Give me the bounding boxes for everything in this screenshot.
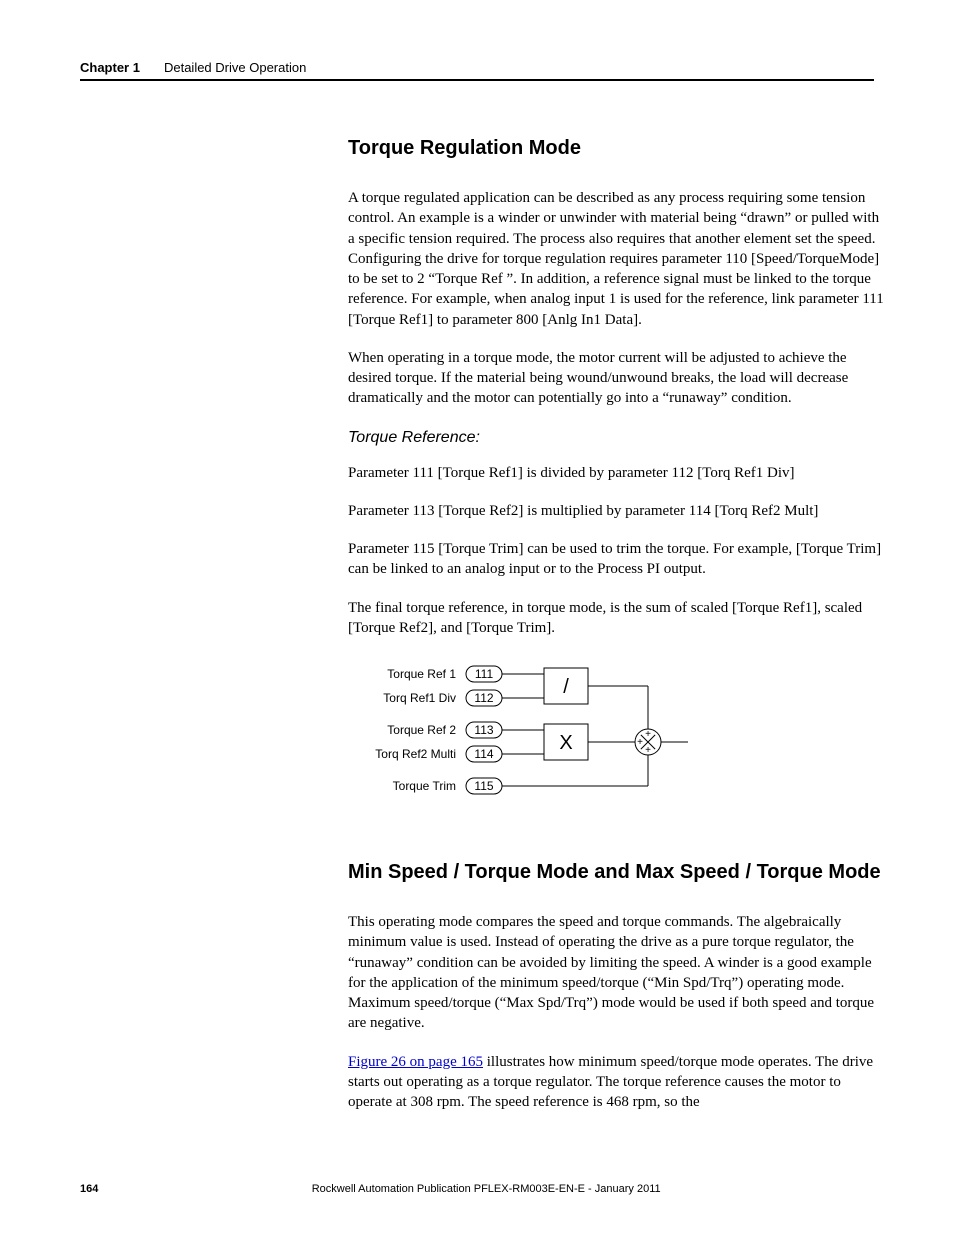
svg-text:+: + [645,745,651,756]
body-paragraph: Parameter 111 [Torque Ref1] is divided b… [348,463,884,483]
main-content: Torque Regulation Mode A torque regulate… [348,137,884,1112]
body-paragraph: Parameter 113 [Torque Ref2] is multiplie… [348,501,884,521]
svg-text:111: 111 [475,667,494,681]
svg-text:Torq Ref1 Div: Torq Ref1 Div [383,691,456,705]
subsection-heading-torque-reference: Torque Reference: [348,429,884,447]
figure-link[interactable]: Figure 26 on page 165 [348,1054,483,1070]
page-header: Chapter 1 Detailed Drive Operation [80,60,874,81]
svg-text:Torq Ref2 Multi: Torq Ref2 Multi [375,747,456,761]
body-paragraph: Parameter 115 [Torque Trim] can be used … [348,539,884,580]
body-paragraph: When operating in a torque mode, the mot… [348,348,884,409]
section-heading-torque-regulation: Torque Regulation Mode [348,137,884,160]
svg-text:/: / [563,676,569,698]
body-paragraph: This operating mode compares the speed a… [348,912,884,1034]
body-paragraph: The final torque reference, in torque mo… [348,598,884,639]
svg-text:113: 113 [474,723,493,737]
page-footer: 164 Rockwell Automation Publication PFLE… [80,1183,874,1195]
svg-text:114: 114 [474,747,493,761]
svg-text:115: 115 [474,779,493,793]
page-number: 164 [80,1183,98,1195]
svg-text:112: 112 [474,691,493,705]
chapter-label: Chapter 1 [80,60,140,75]
svg-text:Torque Ref 1: Torque Ref 1 [387,667,456,681]
body-paragraph: Figure 26 on page 165 illustrates how mi… [348,1052,884,1113]
body-paragraph: A torque regulated application can be de… [348,188,884,330]
svg-text:Torque Ref 2: Torque Ref 2 [387,723,456,737]
svg-text:+: + [637,737,643,748]
svg-text:Torque Trim: Torque Trim [393,779,456,793]
torque-reference-diagram: Torque Ref 1 111 Torq Ref1 Div 112 Torque Re… [348,656,884,821]
chapter-title: Detailed Drive Operation [164,60,306,75]
publication-id: Rockwell Automation Publication PFLEX-RM… [98,1183,874,1195]
svg-text:X: X [559,732,572,754]
diagram-svg: Torque Ref 1 111 Torq Ref1 Div 112 Torque Re… [348,656,708,816]
section-heading-min-max-speed-torque: Min Speed / Torque Mode and Max Speed / … [348,861,884,884]
svg-text:+: + [645,729,651,740]
